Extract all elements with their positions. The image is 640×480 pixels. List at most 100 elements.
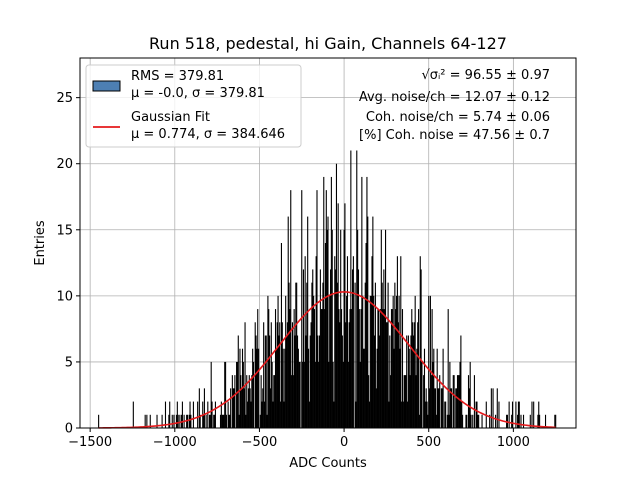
histogram-bar <box>346 295 348 428</box>
histogram-bar <box>274 375 276 428</box>
histogram-bar <box>465 414 467 428</box>
histogram-bar <box>340 309 343 428</box>
histogram-bar <box>329 295 331 428</box>
histogram-bar <box>428 295 430 428</box>
histogram-bar <box>386 322 388 428</box>
histogram-bar <box>199 414 201 428</box>
histogram-bar <box>302 361 304 428</box>
histogram-bar <box>318 335 321 428</box>
histogram-bar <box>472 414 474 428</box>
histogram-bar <box>276 322 278 428</box>
histogram-bar <box>361 176 363 428</box>
histogram-bar <box>261 401 263 428</box>
histogram-bar <box>232 388 234 428</box>
histogram-bar <box>149 414 151 428</box>
x-axis-label: ADC Counts <box>289 456 367 471</box>
histogram-bar <box>327 216 329 428</box>
histogram-bar <box>333 401 335 428</box>
histogram-bar <box>544 414 547 428</box>
histogram-bar <box>508 401 510 428</box>
histogram-bar <box>467 375 470 428</box>
histogram-bar <box>352 256 354 428</box>
histogram-bar <box>291 322 294 428</box>
histogram-bar <box>430 375 432 428</box>
histogram-bar <box>277 295 279 428</box>
histogram-bar <box>432 361 434 428</box>
histogram-bar <box>263 322 265 428</box>
histogram-bar <box>498 401 500 428</box>
histogram-bar <box>351 269 354 428</box>
y-axis-ticks: 0 5 10 15 20 25 <box>56 91 80 437</box>
histogram-bar <box>481 414 483 428</box>
histogram-bar <box>476 401 478 428</box>
histogram-bar <box>340 229 342 428</box>
histogram-bar <box>412 335 415 428</box>
histogram-bar <box>320 309 322 428</box>
histogram-bar <box>286 322 288 428</box>
histogram-bar <box>156 414 158 428</box>
histogram-bar <box>402 401 404 428</box>
histogram-bar <box>308 401 310 428</box>
histogram-bar <box>385 322 387 428</box>
histogram-bar <box>416 348 418 428</box>
histogram-bar <box>442 348 444 428</box>
gaussian-fit-line <box>98 291 556 429</box>
histogram-bar <box>359 361 361 428</box>
histogram-bar <box>335 163 338 428</box>
histogram-bar <box>400 256 402 428</box>
histogram-bar <box>317 335 319 428</box>
histogram-bar <box>346 256 349 428</box>
histogram-bar <box>293 309 295 428</box>
histogram-bar <box>338 309 340 428</box>
histogram-bar <box>314 361 316 428</box>
histogram-bar <box>265 335 267 428</box>
histogram-bar <box>396 295 398 428</box>
histogram-bar <box>539 414 541 428</box>
histogram-bar <box>227 401 229 428</box>
histogram-bar <box>144 414 146 428</box>
histogram-bar <box>284 348 286 428</box>
histogram-bar <box>307 348 310 428</box>
histogram-bar <box>241 388 243 428</box>
histogram-bar <box>391 309 393 428</box>
histogram-bar <box>385 229 387 428</box>
histogram-bar <box>522 414 525 428</box>
histogram-bar <box>379 335 381 428</box>
x-tick-label: 1000 <box>497 435 530 450</box>
histogram-bar <box>403 375 405 428</box>
legend-fit-label: Gaussian Fit <box>131 110 210 125</box>
histogram-bar <box>169 401 171 428</box>
histogram-bar <box>331 229 333 428</box>
histogram-bar <box>473 375 475 428</box>
y-tick-label: 5 <box>65 355 73 370</box>
legend-histogram-label: RMS = 379.81 <box>131 69 224 84</box>
histogram-bar <box>198 388 200 428</box>
histogram-bar <box>437 388 439 428</box>
histogram-bar <box>269 388 271 428</box>
histogram-bar <box>274 309 277 428</box>
histogram-bar <box>278 335 280 428</box>
histogram-bar <box>427 414 429 428</box>
histogram-bar <box>211 401 213 428</box>
histogram-bar <box>223 414 225 428</box>
histogram-bar <box>410 335 412 428</box>
histogram-bar <box>368 375 370 428</box>
histogram-bar <box>309 335 311 428</box>
histogram-bar <box>489 414 491 428</box>
histogram-bar <box>399 348 401 428</box>
histogram-bar <box>423 375 425 428</box>
histogram-bar <box>236 361 238 428</box>
histogram-bar <box>315 256 317 428</box>
histogram-bar <box>496 388 498 428</box>
histogram-bar <box>533 401 535 428</box>
noise-annotations: √σᵢ² = 96.55 ± 0.97 Avg. noise/ch = 12.0… <box>359 68 550 143</box>
histogram-bar <box>378 309 380 428</box>
gaussian-fit-curve <box>98 291 556 429</box>
histogram-bar <box>98 414 100 428</box>
histogram-bar <box>421 361 423 428</box>
histogram-bar <box>316 190 318 428</box>
histogram-bar <box>319 269 321 428</box>
histogram-bar <box>292 375 294 428</box>
histogram-bar <box>258 348 260 428</box>
histogram-bar <box>435 414 437 428</box>
